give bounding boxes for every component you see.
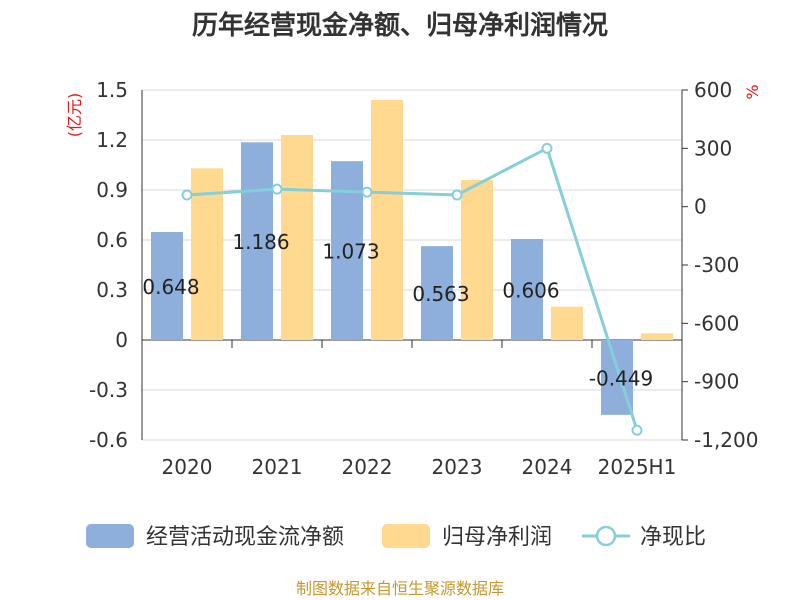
x-tick-label: 2020 xyxy=(162,455,213,479)
x-tick-label: 2025H1 xyxy=(598,455,677,479)
y-right-tick-label: 0 xyxy=(694,195,707,219)
legend-swatch-profit xyxy=(382,524,430,548)
y-right-tick-label: -300 xyxy=(694,253,739,277)
cashflow-bar xyxy=(151,232,183,340)
profit-bar xyxy=(551,306,583,340)
cashflow-data-label: -0.449 xyxy=(589,366,653,390)
x-tick-label: 2024 xyxy=(522,455,573,479)
y-right-unit: % xyxy=(743,84,762,99)
ratio-point xyxy=(271,183,283,195)
ratio-line xyxy=(181,142,643,436)
legend-label-cashflow: 经营活动现金流净额 xyxy=(146,525,344,550)
y-left-tick-label: 0.9 xyxy=(96,178,128,202)
ratio-point xyxy=(361,186,373,198)
cashflow-bar xyxy=(241,142,273,340)
profit-bar xyxy=(461,180,493,340)
cashflow-bar xyxy=(421,246,453,340)
x-tick-label: 2021 xyxy=(252,455,303,479)
axes xyxy=(141,89,688,441)
y-left-unit: (亿元) xyxy=(65,93,84,138)
cashflow-data-label: 1.186 xyxy=(232,230,289,254)
y-left-tick-label: 0 xyxy=(115,328,128,352)
y-left-tick-label: 0.3 xyxy=(96,278,128,302)
chart-title: 历年经营现金净额、归母净利润情况 xyxy=(192,10,608,41)
ratio-point xyxy=(631,424,643,436)
cashflow-data-label: 0.648 xyxy=(142,275,199,299)
profit-bar xyxy=(191,168,223,340)
y-left-tick-label: 1.2 xyxy=(96,128,128,152)
ratio-point xyxy=(451,189,463,201)
y-right-tick-label: -600 xyxy=(694,311,739,335)
ratio-line-path xyxy=(186,146,639,431)
y-left-tick-label: 1.5 xyxy=(96,78,128,102)
profit-bar xyxy=(281,135,313,340)
cashflow-data-label: 0.606 xyxy=(502,279,559,303)
cashflow-bar xyxy=(511,239,543,340)
y-right-tick-label: -1,200 xyxy=(694,428,758,452)
legend: 经营活动现金流净额 归母净利润 净现比 xyxy=(86,524,706,550)
x-tick-label: 2022 xyxy=(342,455,393,479)
legend-label-ratio: 净现比 xyxy=(640,525,706,550)
profit-bar xyxy=(371,100,403,340)
legend-label-profit: 归母净利润 xyxy=(442,525,552,550)
cashflow-data-label: 1.073 xyxy=(322,240,379,264)
source-note: 制图数据来自恒生聚源数据库 xyxy=(296,579,504,598)
y-left-tick-label: -0.6 xyxy=(89,428,128,452)
y-right-tick-label: 300 xyxy=(694,136,732,160)
tick-labels: 1.5 1.2 0.9 0.6 0.3 0 -0.3 -0.6 600 300 0 -300 -600 -… xyxy=(89,78,759,479)
legend-swatch-cashflow xyxy=(86,524,134,548)
ratio-point xyxy=(541,142,553,154)
profit-bar xyxy=(641,333,673,340)
y-left-tick-label: 0.6 xyxy=(96,228,128,252)
x-tick-label: 2023 xyxy=(432,455,483,479)
cashflow-data-label: 0.563 xyxy=(412,282,469,306)
legend-swatch-ratio-dot xyxy=(595,525,617,547)
y-right-tick-label: -900 xyxy=(694,370,739,394)
data-labels: 0.648 1.186 1.073 0.563 0.606 -0.449 xyxy=(142,230,653,390)
y-left-tick-label: -0.3 xyxy=(89,378,128,402)
y-right-tick-label: 600 xyxy=(694,78,732,102)
ratio-point xyxy=(181,189,193,201)
